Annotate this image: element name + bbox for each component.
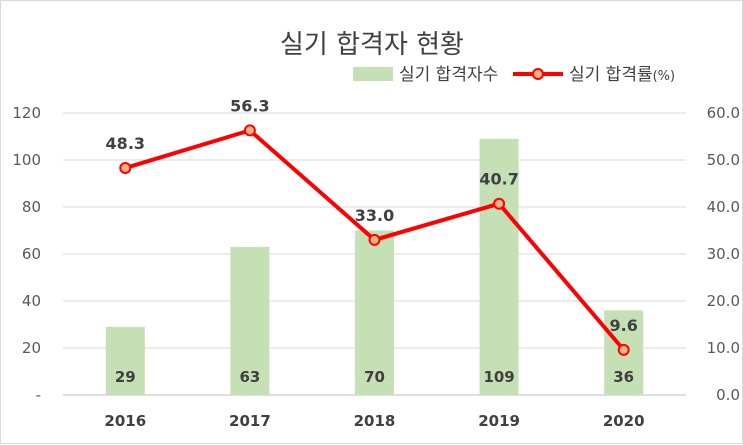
legend-bar-swatch [353, 67, 393, 81]
line-data-label: 9.6 [610, 316, 638, 335]
legend-line-label: 실기 합격률(%) [569, 65, 675, 85]
left-axis-tick-label: 40 [22, 292, 41, 310]
x-axis-tick-label: 2018 [354, 412, 396, 430]
left-axis-tick-label: 120 [12, 104, 41, 122]
data-labels: 29 63 70 109 36 48.3 56.3 33.0 40.7 9.6 [106, 96, 638, 386]
left-axis-tick-label: 60 [22, 245, 41, 263]
right-axis-tick-label: 0.0 [716, 386, 740, 404]
line-data-label: 48.3 [106, 134, 145, 153]
left-axis-ticks: - 20 40 60 80 100 120 [12, 104, 41, 404]
line-point [617, 343, 630, 356]
left-axis-tick-label: 20 [22, 339, 41, 357]
left-axis-tick-label: 80 [22, 198, 41, 216]
bar-series [105, 138, 644, 395]
legend-bar-label: 실기 합격자수 [399, 65, 498, 85]
bar [479, 138, 519, 395]
x-axis-ticks: 2016 2017 2018 2019 2020 [104, 412, 644, 430]
line-point [243, 124, 256, 137]
bar [355, 230, 394, 395]
line-series [119, 124, 630, 356]
bar-data-label: 36 [613, 368, 634, 386]
x-axis-tick-label: 2020 [603, 412, 645, 430]
left-axis-tick-label: - [36, 386, 41, 404]
chart-title: 실기 합격자 현황 [280, 30, 464, 60]
legend: 실기 합격자수 실기 합격률(%) [353, 65, 675, 85]
right-axis-tick-label: 50.0 [707, 151, 740, 169]
right-axis-ticks: 0.0 10.0 20.0 30.0 40.0 50.0 60.0 [707, 104, 740, 404]
x-axis-tick-label: 2017 [229, 412, 271, 430]
bar-data-label: 109 [483, 368, 514, 386]
line-point [368, 233, 381, 246]
bar [105, 326, 145, 395]
line-data-label: 40.7 [479, 170, 518, 189]
line-point [119, 161, 132, 174]
line-point [493, 197, 506, 210]
bar [230, 246, 270, 395]
right-axis-tick-label: 30.0 [707, 245, 740, 263]
left-axis-tick-label: 100 [12, 151, 41, 169]
legend-line-label-suffix: (%) [653, 69, 676, 84]
legend-line-label-main: 실기 합격률 [569, 65, 653, 85]
bar-data-label: 29 [115, 368, 136, 386]
legend-line-marker [532, 68, 544, 80]
bar-data-label: 70 [364, 368, 385, 386]
right-axis-tick-label: 10.0 [707, 339, 740, 357]
x-axis-tick-label: 2016 [104, 412, 146, 430]
x-axis-tick-label: 2019 [478, 412, 520, 430]
right-axis-tick-label: 60.0 [707, 104, 740, 122]
right-axis-tick-label: 40.0 [707, 198, 740, 216]
right-axis-tick-label: 20.0 [707, 292, 740, 310]
line-data-label: 33.0 [355, 206, 394, 225]
line-data-label: 56.3 [230, 96, 269, 115]
bar-data-label: 63 [239, 368, 260, 386]
